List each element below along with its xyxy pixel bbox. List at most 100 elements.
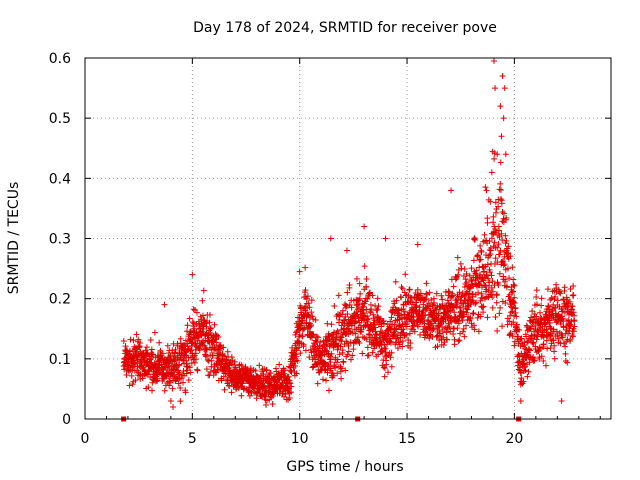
data-point [530, 353, 537, 360]
data-point [554, 297, 561, 304]
data-point [502, 276, 509, 283]
data-point [492, 255, 499, 262]
data-point [392, 306, 399, 313]
data-point [567, 336, 574, 343]
data-point [247, 388, 254, 395]
data-point [352, 330, 359, 337]
data-point [285, 373, 292, 380]
data-point [488, 272, 495, 279]
data-point [267, 369, 274, 376]
data-point [510, 288, 517, 295]
data-point [328, 350, 335, 357]
data-point [308, 309, 315, 316]
data-point [368, 306, 375, 313]
data-point [571, 318, 578, 325]
data-point [220, 373, 227, 380]
data-point [407, 339, 414, 346]
data-point [509, 333, 516, 340]
data-point [487, 247, 494, 254]
data-point [379, 329, 386, 336]
data-point [365, 352, 372, 359]
data-point [491, 155, 498, 162]
x-axis-label: GPS time / hours [286, 459, 403, 475]
data-point [569, 303, 576, 310]
data-point [435, 310, 442, 317]
data-points [120, 58, 578, 422]
data-point [387, 354, 394, 361]
data-point [293, 353, 300, 360]
y-axis-label: SRMTID / TECUs [6, 182, 22, 295]
data-point [252, 367, 259, 374]
data-point [511, 338, 518, 345]
data-point [470, 257, 477, 264]
data-point [463, 322, 470, 329]
data-point [544, 286, 551, 293]
data-point [396, 339, 403, 346]
data-point [392, 278, 399, 285]
data-point [177, 398, 184, 405]
x-tick-label: 5 [188, 431, 197, 447]
data-point [547, 345, 554, 352]
data-point [492, 313, 499, 320]
data-point [229, 357, 236, 364]
data-point [244, 366, 251, 373]
data-point [293, 329, 300, 336]
data-point [126, 382, 133, 389]
data-point [559, 334, 566, 341]
data-point [365, 315, 372, 322]
data-point [455, 271, 462, 278]
data-point [360, 310, 367, 317]
data-point [337, 343, 344, 350]
data-point [369, 292, 376, 299]
data-point [190, 306, 197, 313]
data-point [449, 292, 456, 299]
data-point [520, 360, 527, 367]
data-point [378, 348, 385, 355]
data-point [203, 346, 210, 353]
data-point [406, 286, 413, 293]
data-point [169, 385, 176, 392]
data-point [543, 337, 550, 344]
data-point [496, 227, 503, 234]
data-point [498, 200, 505, 207]
data-point [288, 383, 295, 390]
data-point [478, 249, 485, 256]
data-point [388, 349, 395, 356]
data-point [308, 297, 315, 304]
data-point [466, 272, 473, 279]
data-point [374, 306, 381, 313]
data-point [359, 304, 366, 311]
data-point [570, 328, 577, 335]
data-point [175, 380, 182, 387]
data-point [176, 375, 183, 382]
data-point [400, 326, 407, 333]
data-point [540, 358, 547, 365]
data-point [445, 299, 452, 306]
data-point [139, 375, 146, 382]
data-point-outlier [161, 301, 168, 308]
data-point [320, 376, 327, 383]
data-point [533, 293, 540, 300]
data-point [177, 384, 184, 391]
data-point [207, 325, 214, 332]
data-point [344, 310, 351, 317]
data-point [515, 351, 522, 358]
data-point [335, 292, 342, 299]
data-point [525, 368, 532, 375]
data-point [285, 396, 292, 403]
data-point [176, 361, 183, 368]
data-point [133, 331, 140, 338]
data-point [555, 335, 562, 342]
data-point [512, 304, 519, 311]
data-point [469, 310, 476, 317]
data-point [312, 356, 319, 363]
data-point [324, 361, 331, 368]
data-point-outlier [501, 85, 508, 92]
data-point [490, 219, 497, 226]
data-point [199, 328, 206, 335]
data-point [480, 264, 487, 271]
data-point [161, 387, 168, 394]
data-point-outlier [494, 151, 501, 158]
data-point [438, 292, 445, 299]
data-point [288, 389, 295, 396]
